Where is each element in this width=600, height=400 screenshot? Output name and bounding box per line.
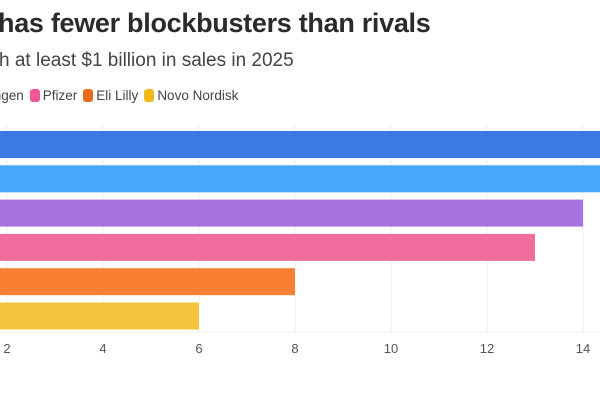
legend-swatch (144, 89, 155, 102)
x-tick-label: 8 (291, 341, 298, 356)
bar (0, 233, 535, 261)
x-tick-label: 6 (195, 341, 202, 356)
legend-swatch (29, 89, 40, 102)
legend: mgen Pfizer Eli Lilly Novo Nordisk (0, 88, 244, 103)
bar (0, 199, 583, 227)
legend-swatch (83, 89, 94, 102)
bar (0, 165, 600, 193)
legend-item-novo-nordisk: Novo Nordisk (144, 88, 238, 103)
legend-item-amgen: mgen (0, 88, 24, 103)
x-tick-label: 12 (480, 341, 494, 356)
legend-item-pfizer: Pfizer (29, 88, 78, 103)
x-tick-label: 10 (384, 341, 398, 356)
bar (0, 268, 295, 296)
legend-label: Eli Lilly (96, 88, 139, 103)
x-tick-label: 4 (99, 341, 106, 356)
legend-label: mgen (0, 88, 24, 103)
legend-label: Novo Nordisk (157, 88, 239, 103)
chart-subtitle: h at least $1 billion in sales in 2025 (0, 50, 294, 71)
bar (0, 302, 199, 330)
x-tick-label: 2 (3, 341, 10, 356)
bar (0, 131, 600, 158)
x-tick-label: 14 (576, 341, 590, 356)
legend-item-eli-lilly: Eli Lilly (83, 88, 138, 103)
chart-title: has fewer blockbusters than rivals (0, 8, 431, 38)
legend-label: Pfizer (42, 88, 78, 103)
